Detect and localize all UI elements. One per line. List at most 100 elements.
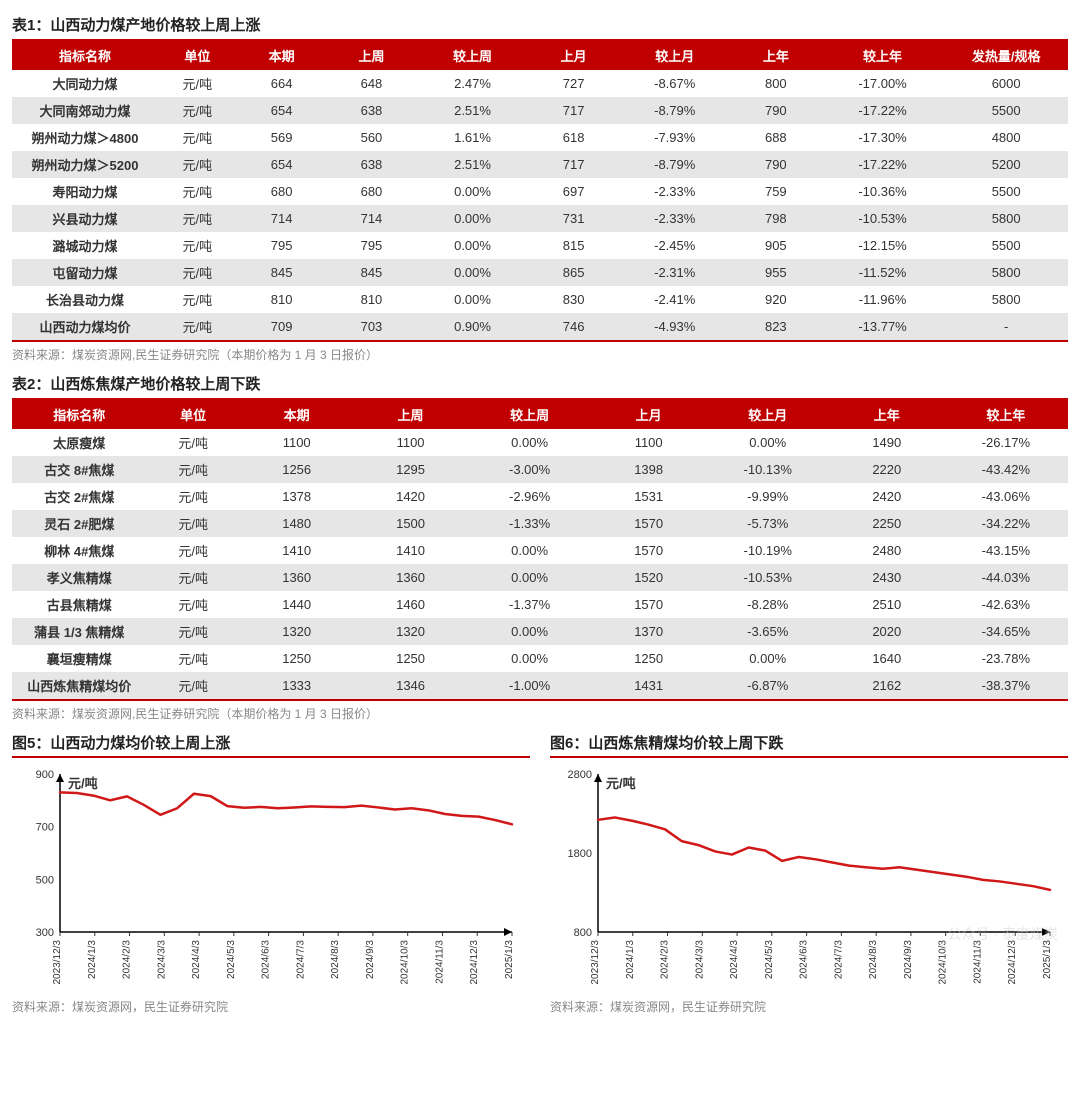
svg-text:2024/2/3: 2024/2/3 [122,940,133,979]
table-cell: 0.00% [416,178,528,205]
col-header: 发热量/规格 [944,40,1068,70]
table-cell: 1378 [240,483,354,510]
table-cell: 714 [327,205,417,232]
table-cell: -11.96% [821,286,945,313]
table-cell: 古县焦精煤 [12,591,147,618]
table-cell: 0.00% [416,286,528,313]
table-cell: 柳林 4#焦煤 [12,537,147,564]
table-row: 屯留动力煤元/吨8458450.00%865-2.31%955-11.52%58… [12,259,1068,286]
table-cell: 元/吨 [147,429,240,456]
table-cell: 1480 [240,510,354,537]
svg-text:2024/11/3: 2024/11/3 [434,940,445,984]
table-cell: 5500 [944,97,1068,124]
table-cell: 元/吨 [158,259,237,286]
table-cell: 1570 [592,537,706,564]
table-cell: 759 [731,178,821,205]
table-cell: 4800 [944,124,1068,151]
table1-note: 资料来源：煤炭资源网,民生证券研究院（本期价格为 1 月 3 日报价） [12,346,1068,363]
table-cell: -7.93% [619,124,731,151]
svg-text:2024/1/3: 2024/1/3 [87,940,98,979]
svg-text:800: 800 [574,927,592,939]
table-cell: 0.00% [706,429,830,456]
table-cell: -42.63% [944,591,1068,618]
table-cell: 845 [327,259,417,286]
table-cell: -3.00% [468,456,592,483]
table-cell: 810 [237,286,327,313]
chart5-col: 图5：山西动力煤均价较上周上涨 300500700900元/吨2023/12/3… [12,732,530,1025]
table-cell: 680 [327,178,417,205]
table-cell: -8.79% [619,151,731,178]
table-cell: 元/吨 [158,313,237,341]
table-cell: -11.52% [821,259,945,286]
table-cell: -1.33% [468,510,592,537]
table-cell: 寿阳动力煤 [12,178,158,205]
table-cell: 795 [327,232,417,259]
table-cell: 1250 [240,645,354,672]
svg-text:300: 300 [36,927,54,939]
svg-text:2024/9/3: 2024/9/3 [903,940,914,979]
svg-text:2024/12/3: 2024/12/3 [469,940,480,985]
table-cell: 654 [237,151,327,178]
table-cell: 5500 [944,232,1068,259]
table-cell: -10.53% [821,205,945,232]
table-cell: 0.00% [416,232,528,259]
table-cell: 717 [529,151,619,178]
table-cell: 6000 [944,70,1068,97]
table-cell: 元/吨 [158,124,237,151]
table-row: 朔州动力煤＞5200元/吨6546382.51%717-8.79%790-17.… [12,151,1068,178]
table-row: 朔州动力煤＞4800元/吨5695601.61%618-7.93%688-17.… [12,124,1068,151]
table-cell: 太原瘦煤 [12,429,147,456]
table-cell: 2430 [830,564,944,591]
table-cell: -26.17% [944,429,1068,456]
table-cell: 823 [731,313,821,341]
svg-text:2024/10/3: 2024/10/3 [938,940,949,985]
table-cell: -10.13% [706,456,830,483]
table-cell: -2.45% [619,232,731,259]
svg-text:2800: 2800 [568,769,592,781]
table-row: 柳林 4#焦煤元/吨141014100.00%1570-10.19%2480-4… [12,537,1068,564]
table-cell: -2.96% [468,483,592,510]
table-cell: 654 [237,97,327,124]
svg-text:2024/4/3: 2024/4/3 [729,940,740,979]
table-cell: 638 [327,97,417,124]
table-cell: 元/吨 [158,97,237,124]
table-cell: 1346 [354,672,468,700]
table2-note: 资料来源：煤炭资源网,民生证券研究院（本期价格为 1 月 3 日报价） [12,705,1068,722]
table-cell: 2420 [830,483,944,510]
table-cell: 845 [237,259,327,286]
table-cell: 元/吨 [158,70,237,97]
table-cell: 2020 [830,618,944,645]
table-cell: -2.33% [619,178,731,205]
table-cell: 大同动力煤 [12,70,158,97]
table-cell: 朔州动力煤＞5200 [12,151,158,178]
svg-text:2024/6/3: 2024/6/3 [799,940,810,979]
svg-text:2024/4/3: 2024/4/3 [191,940,202,979]
table-row: 寿阳动力煤元/吨6806800.00%697-2.33%759-10.36%55… [12,178,1068,205]
table-cell: 648 [327,70,417,97]
table-row: 襄垣瘦精煤元/吨125012500.00%12500.00%1640-23.78… [12,645,1068,672]
table-cell: -43.06% [944,483,1068,510]
table-cell: -23.78% [944,645,1068,672]
table-cell: -4.93% [619,313,731,341]
table-cell: 1410 [240,537,354,564]
table-cell: -8.28% [706,591,830,618]
table-cell: -43.42% [944,456,1068,483]
col-header: 较上周 [416,40,528,70]
table-cell: 灵石 2#肥煤 [12,510,147,537]
table-cell: 5800 [944,205,1068,232]
table-cell: 5200 [944,151,1068,178]
table-cell: 5800 [944,286,1068,313]
table-cell: 元/吨 [147,618,240,645]
svg-text:元/吨: 元/吨 [606,776,636,791]
table-cell: 2.47% [416,70,528,97]
table-cell: 1100 [592,429,706,456]
table-cell: 688 [731,124,821,151]
table-cell: 800 [731,70,821,97]
charts-row: 图5：山西动力煤均价较上周上涨 300500700900元/吨2023/12/3… [12,732,1068,1025]
table-cell: -13.77% [821,313,945,341]
table-cell: 920 [731,286,821,313]
table-cell: 1490 [830,429,944,456]
table-cell: 元/吨 [158,178,237,205]
svg-text:2024/5/3: 2024/5/3 [764,940,775,979]
table-cell: 元/吨 [147,483,240,510]
